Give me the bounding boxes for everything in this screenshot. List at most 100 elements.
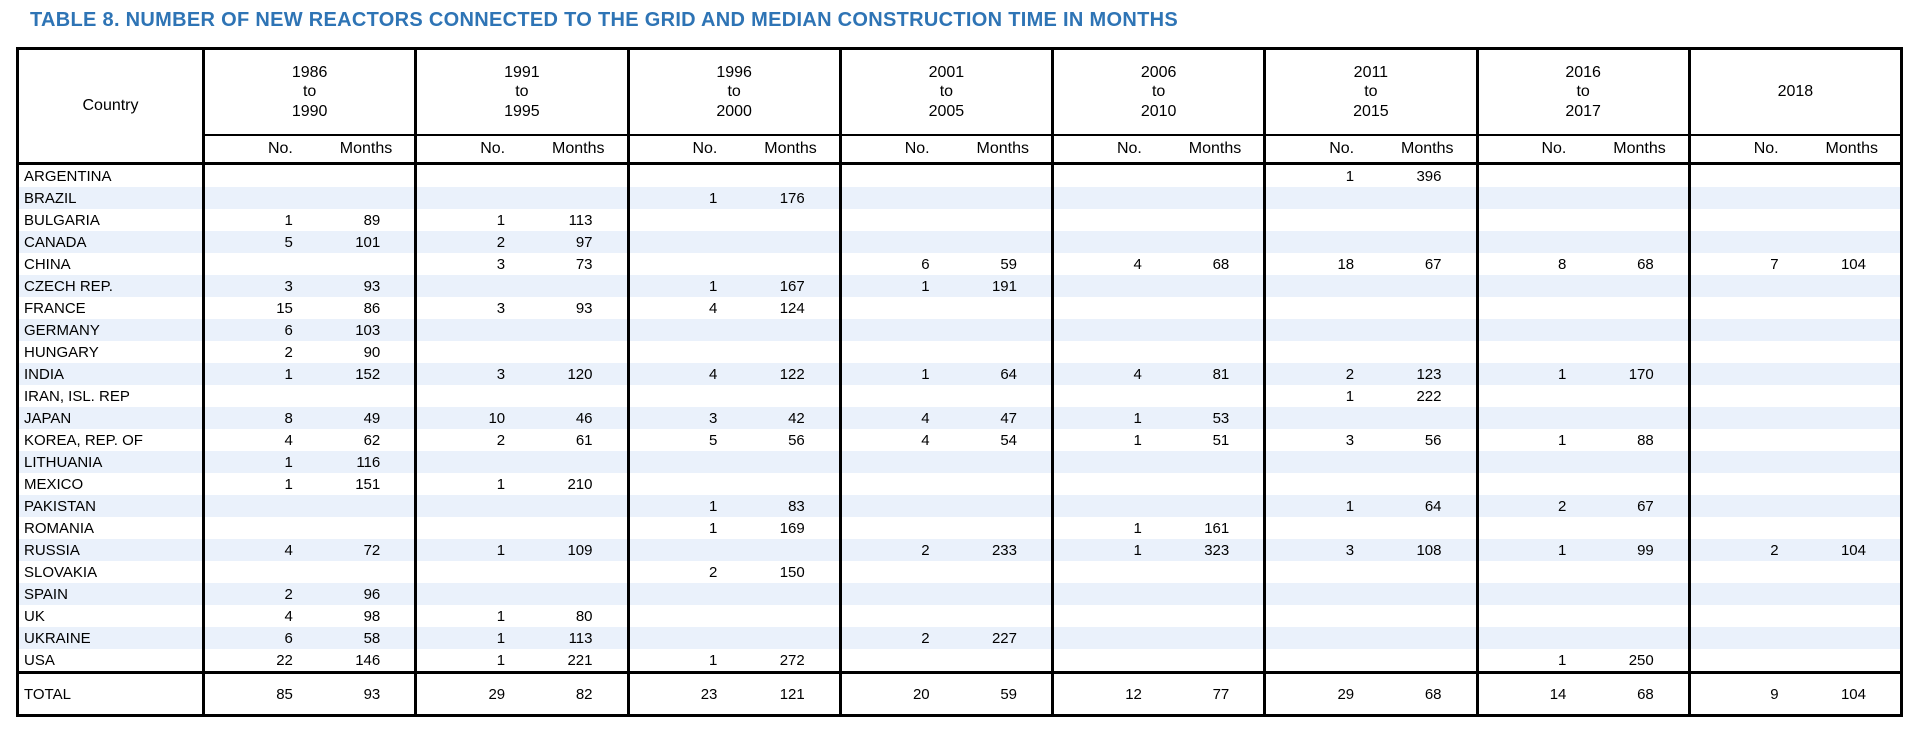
period-cell: 3 73 <box>414 253 626 275</box>
country-name: UK <box>24 607 45 625</box>
subheader: No. Months <box>1691 136 1900 162</box>
period-cell <box>1687 605 1900 627</box>
period-label-line: to <box>727 83 741 101</box>
table-row: ARGENTINA 1 396 <box>19 165 1900 187</box>
period-label-line: to <box>302 83 317 101</box>
period-cell <box>1687 495 1900 517</box>
no-value: 2 <box>921 541 930 559</box>
months-value: 101 <box>355 233 381 251</box>
total-months-value: 82 <box>575 685 593 703</box>
country-name: CANADA <box>24 233 87 251</box>
no-value: 15 <box>276 299 293 317</box>
period-header-cell: 1986 to 1990 No. Months <box>202 50 415 162</box>
period-cell: 3 56 <box>1263 429 1475 451</box>
period-cell: 2 104 <box>1687 539 1900 561</box>
period-cell: 1 83 <box>626 495 839 517</box>
period-cell: 1 99 <box>1475 539 1688 561</box>
country-name: PAKISTAN <box>24 497 96 515</box>
period-cell <box>1475 561 1688 583</box>
months-value: 98 <box>363 607 381 625</box>
no-value: 1 <box>284 365 293 383</box>
country-name: BULGARIA <box>24 211 100 229</box>
period-cell <box>626 385 839 407</box>
table-row: GERMANY 6 103 <box>19 319 1900 341</box>
no-value: 2 <box>921 629 930 647</box>
no-value: 3 <box>1345 541 1355 559</box>
no-value: 2 <box>284 585 293 603</box>
country-name: SLOVAKIA <box>24 563 98 581</box>
no-value: 4 <box>1133 365 1142 383</box>
table-row: FRANCE 15 86 3 93 4 124 <box>19 297 1900 319</box>
period-cell: 18 67 <box>1263 253 1475 275</box>
period-cell <box>1475 187 1688 209</box>
period-cell <box>1263 187 1475 209</box>
period-cell <box>202 385 414 407</box>
months-value: 169 <box>779 519 805 537</box>
period-cell: 1 80 <box>414 605 626 627</box>
months-value: 272 <box>779 651 805 669</box>
country-name: KOREA, REP. OF <box>24 431 143 449</box>
months-column-header: Months <box>339 140 393 157</box>
period-cell <box>1475 627 1688 649</box>
months-value: 67 <box>1424 255 1442 273</box>
period-cell: 4 54 <box>838 429 1051 451</box>
no-column-header: No. <box>1541 140 1567 157</box>
table-row: LITHUANIA 1 116 <box>19 451 1900 473</box>
months-value: 222 <box>1416 387 1442 405</box>
period-cell <box>838 451 1051 473</box>
period-cell <box>414 275 626 297</box>
period-cell <box>1051 341 1263 363</box>
table-row: CANADA 5 101 2 97 <box>19 231 1900 253</box>
no-column-header: No. <box>1116 140 1142 157</box>
total-months-value: 68 <box>1424 685 1442 703</box>
period-label-line: 2015 <box>1353 102 1389 120</box>
period-cell: 1 89 <box>202 209 414 231</box>
no-value: 1 <box>496 475 506 493</box>
table-row: INDIA 1 152 3 120 4 122 1 64 4 81 2 123 1 170 <box>19 363 1900 385</box>
country-name: IRAN, ISL. REP <box>24 387 130 405</box>
table-title: TABLE 8. NUMBER OF NEW REACTORS CONNECTE… <box>30 9 1178 31</box>
no-value: 8 <box>1558 255 1567 273</box>
months-value: 104 <box>1840 541 1866 559</box>
period-cell <box>414 583 626 605</box>
period-cell <box>1051 451 1263 473</box>
period-label-line: to <box>1576 83 1590 101</box>
period-cell <box>1051 319 1263 341</box>
no-value: 1 <box>1558 541 1567 559</box>
no-value: 4 <box>284 607 293 625</box>
months-value: 150 <box>779 563 805 581</box>
no-column-header: No. <box>480 140 506 157</box>
period-cell: 2 61 <box>414 429 626 451</box>
period-label-line: to <box>1151 83 1166 101</box>
reactors-table: Country 1986 to 1990 No. Months 1991 to 1995 No.… <box>16 47 1903 717</box>
total-months-value: 77 <box>1212 685 1230 703</box>
period-label-line: 2011 <box>1353 64 1389 82</box>
period-cell <box>1475 473 1688 495</box>
period-cell: 9 104 <box>1687 674 1900 714</box>
period-cell: 1 64 <box>1263 495 1475 517</box>
no-value: 1 <box>1345 167 1355 185</box>
period-cell <box>1475 319 1688 341</box>
period-label: 2016 to 2017 <box>1478 50 1688 136</box>
no-column-header: No. <box>1329 140 1355 157</box>
period-cell <box>1263 473 1475 495</box>
subheader: No. Months <box>842 136 1051 162</box>
period-cell: 8 49 <box>202 407 414 429</box>
period-cell <box>626 605 839 627</box>
country-name: CHINA <box>24 255 71 273</box>
no-value: 2 <box>1345 365 1355 383</box>
period-cell: 2 96 <box>202 583 414 605</box>
months-value: 89 <box>363 211 381 229</box>
period-cell: 6 103 <box>202 319 414 341</box>
months-value: 80 <box>575 607 593 625</box>
months-value: 73 <box>575 255 593 273</box>
period-cell <box>1051 583 1263 605</box>
no-value: 1 <box>496 607 506 625</box>
period-label-line: 2010 <box>1140 102 1177 120</box>
no-value: 2 <box>284 343 293 361</box>
period-cell: 8 68 <box>1475 253 1688 275</box>
period-header-cell: 1996 to 2000 No. Months <box>626 50 839 162</box>
period-cell <box>838 297 1051 319</box>
period-header-cell: 2001 to 2005 No. Months <box>838 50 1051 162</box>
period-cell: 4 68 <box>1051 253 1263 275</box>
